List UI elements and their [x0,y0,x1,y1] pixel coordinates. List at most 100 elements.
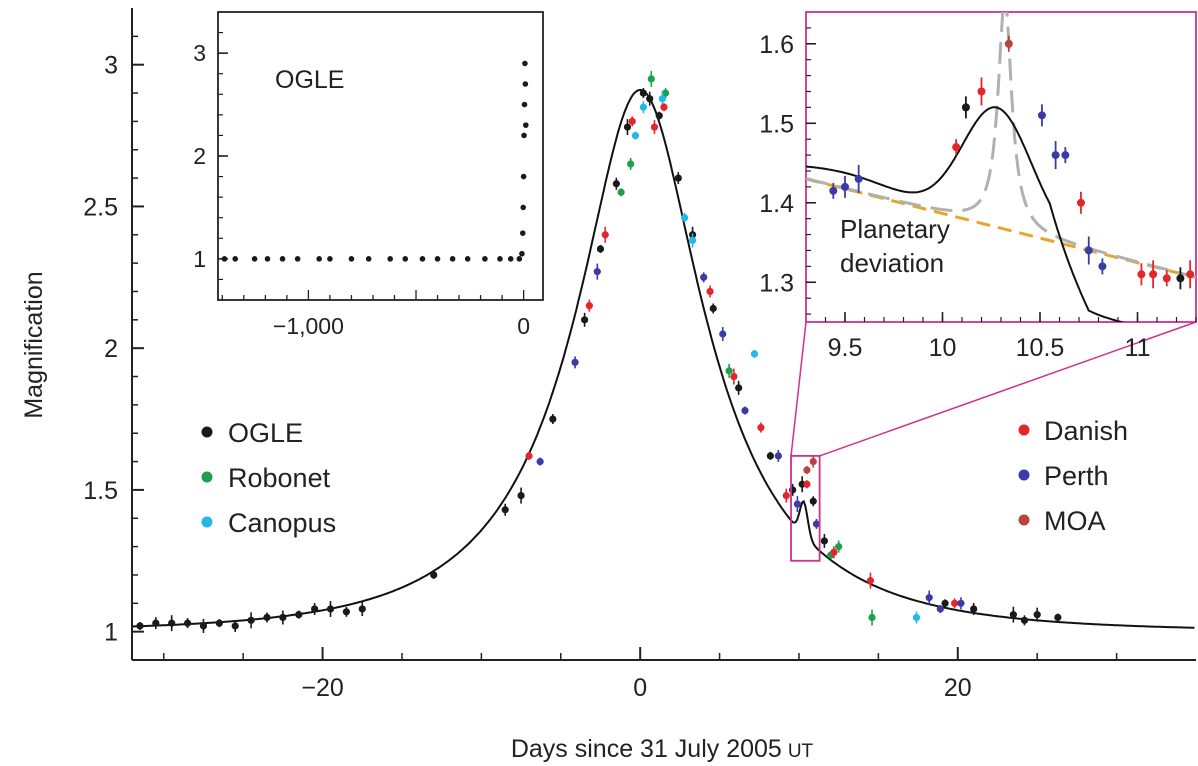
inset-planetary-deviation: 1.3 1.4 1.5 1.6 9.5 10 10.5 11 Planetary deviatio… [759,11,1197,362]
point-canopus [631,131,640,140]
inset2-alt-model-curve [806,12,1196,279]
point-ogle [1054,613,1062,622]
inset2-label-line: Planetary [840,214,950,244]
inset1-point [519,230,526,236]
inset1-point [519,250,525,257]
point-robonet [627,160,635,168]
point-robonet [835,543,843,551]
point-perth [719,330,727,338]
inset2-point [1186,270,1195,279]
x-axis-label-suffix: UT [788,741,814,762]
data-points [136,70,1062,633]
point-canopus [688,236,697,245]
point-danish [650,123,659,131]
inset1-point [521,101,528,108]
inset2-point [952,143,961,152]
x-tick-label: −20 [301,674,343,702]
inset1-point [279,256,286,262]
point-ogle [199,622,208,630]
point-ogle [311,605,319,613]
y-tick-label: 2 [104,335,118,363]
point-perth [936,605,944,613]
zoom-rectangle [790,454,821,562]
legend-label-perth: Perth [1044,461,1109,491]
inset2-x-tick-label: 10.5 [1016,334,1065,362]
inset2-point [1162,274,1171,283]
point-perth [741,406,749,415]
point-ogle [183,619,192,627]
point-robonet [661,89,670,97]
point-danish [782,491,790,500]
point-robonet [868,613,876,622]
point-ogle [789,486,797,494]
point-ogle [501,506,509,514]
point-ogle [612,180,620,188]
inset2-point [1004,39,1013,48]
inset1-point [264,256,271,262]
point-ogle [295,611,303,619]
point-danish [757,423,765,432]
inset2-point [977,87,986,96]
inset1-point [434,256,441,262]
point-perth [571,358,579,366]
point-ogle [1009,611,1017,619]
inset1-x-tick-label: 0 [517,313,530,339]
point-ogle [674,174,682,182]
point-danish [628,117,636,125]
point-canopus [750,350,759,358]
inset1-point [522,81,529,87]
inset1-point [327,256,333,262]
inset1-point [348,256,355,262]
inset1-point [294,256,301,262]
inset1-point [232,256,239,262]
point-ogle [970,605,978,613]
model-curve [131,88,1195,629]
inset1-point [520,173,527,180]
inset2-x-tick-label: 9.5 [828,334,863,362]
point-ogle [263,613,271,622]
point-ogle [709,304,717,313]
point-ogle [1020,616,1029,624]
inset2-point [1098,262,1107,271]
point-canopus [681,214,689,222]
main-axes: 11.522.53−20 0 20 [83,8,1196,702]
point-ogle [766,452,775,460]
point-danish [803,480,811,488]
inset2-point [1037,111,1046,120]
zoom-box [790,321,1197,562]
inset2-y-tick-label: 1.6 [759,31,794,59]
inset2-plot-area [806,12,1196,322]
inset1-point [507,256,514,262]
point-ogle [152,619,160,627]
inset1-point [365,256,372,262]
inset2-label: Planetary deviation [840,214,950,278]
point-ogle [646,95,654,103]
inset2-point [1061,151,1070,160]
inset1-y-tick-label: 2 [193,143,206,169]
point-ogle [655,112,663,120]
point-ogle [941,599,949,607]
inset1-point [221,256,228,262]
model-curve-line [131,88,1195,629]
inset1-point [522,122,529,128]
inset2-point [1137,270,1146,279]
inset2-label-line: deviation [840,248,944,278]
point-ogle [326,605,335,613]
inset1-point [419,256,426,262]
inset2-x-tick-label: 11 [1125,334,1151,362]
point-ogle [623,123,632,131]
y-tick-label: 3 [104,52,118,80]
inset2-point [854,174,863,183]
point-canopus [912,613,921,622]
legend-label-danish: Danish [1044,416,1128,446]
inset2-y-tick-label: 1.4 [759,190,794,218]
point-ogle [735,384,743,392]
inset1-y-tick-label: 3 [193,40,206,66]
legend-marker-moa [1018,514,1030,526]
inset2-point [829,186,838,195]
inset2-point [1051,151,1060,160]
inset1-point [316,256,322,262]
point-robonet [647,75,655,83]
legend: OGLE Robonet Canopus Danish Perth MOA [201,416,1128,538]
